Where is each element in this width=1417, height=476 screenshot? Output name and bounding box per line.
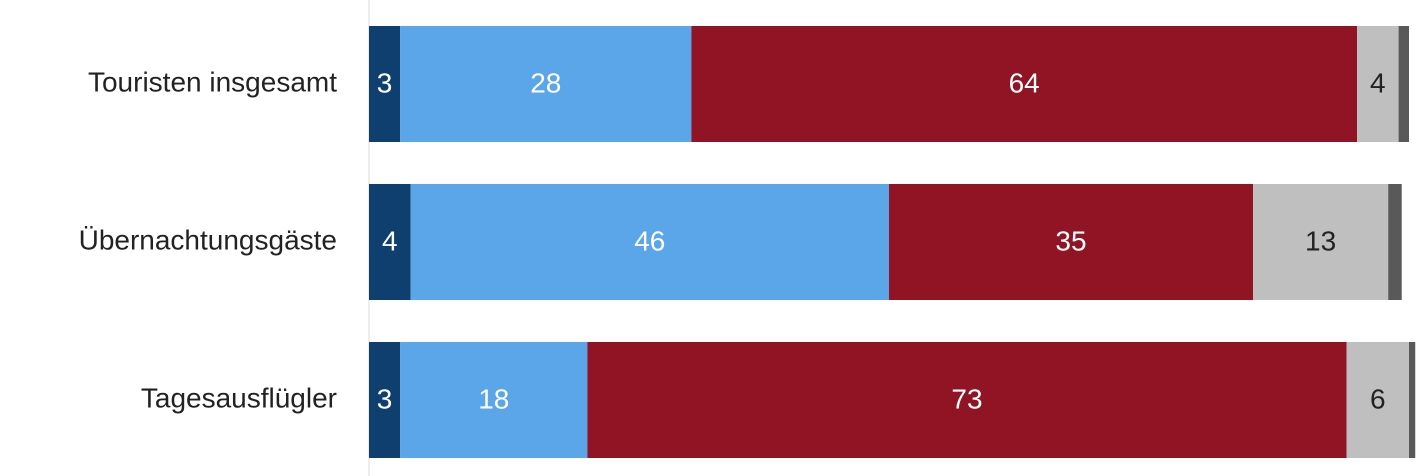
category-label: Tagesausflügler — [141, 382, 337, 413]
bar-segment — [369, 26, 401, 142]
bar-segment — [587, 342, 1347, 458]
data-label: 3 — [377, 67, 393, 98]
data-label: 35 — [1055, 225, 1086, 256]
bar-segment — [410, 184, 889, 300]
bar-segment — [1357, 26, 1399, 142]
data-label: 73 — [951, 383, 982, 414]
bar-segment — [369, 342, 401, 458]
data-label: 64 — [1009, 67, 1040, 98]
bar-segment — [1398, 26, 1409, 142]
category-label: Touristen insgesamt — [88, 66, 337, 97]
data-label: 18 — [478, 383, 509, 414]
bar-segment — [369, 184, 411, 300]
data-label: 6 — [1370, 383, 1386, 414]
data-label: 28 — [530, 67, 561, 98]
data-label: 13 — [1305, 225, 1336, 256]
bar-segment — [889, 184, 1253, 300]
bar-segment — [1346, 342, 1409, 458]
data-label: 4 — [382, 225, 398, 256]
bar-segment — [1388, 184, 1402, 300]
data-label: 46 — [634, 225, 665, 256]
bar-segment — [1409, 342, 1416, 458]
bar-segment — [1253, 184, 1389, 300]
bar-segment — [400, 26, 692, 142]
category-label: Übernachtungsgäste — [79, 224, 337, 255]
data-label: 4 — [1370, 67, 1386, 98]
bar-segment — [400, 342, 588, 458]
bar-segment — [691, 26, 1357, 142]
data-label: 3 — [377, 383, 393, 414]
